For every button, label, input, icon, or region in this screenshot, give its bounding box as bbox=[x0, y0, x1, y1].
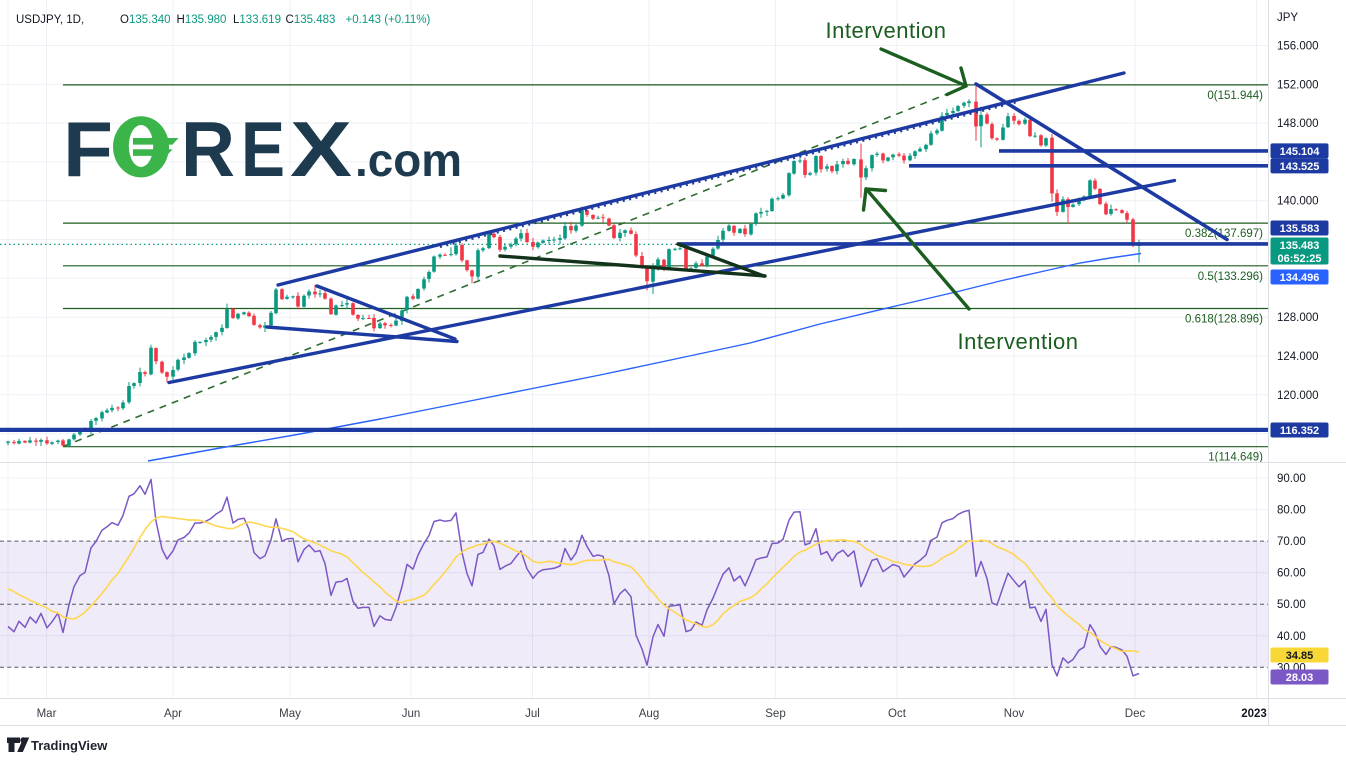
svg-text:E: E bbox=[241, 105, 285, 193]
svg-text:Intervention: Intervention bbox=[826, 18, 947, 43]
svg-text:70.00: 70.00 bbox=[1277, 536, 1306, 548]
svg-text:120.000: 120.000 bbox=[1277, 390, 1319, 402]
svg-text:Nov: Nov bbox=[1004, 708, 1025, 720]
svg-text:156.000: 156.000 bbox=[1277, 41, 1319, 53]
svg-text:152.000: 152.000 bbox=[1277, 79, 1319, 91]
svg-text:1(114.649): 1(114.649) bbox=[1208, 452, 1263, 464]
svg-text:2023: 2023 bbox=[1241, 708, 1267, 720]
svg-text:0.382(137.697): 0.382(137.697) bbox=[1185, 228, 1263, 240]
svg-text:135.483: 135.483 bbox=[1280, 240, 1320, 252]
svg-text:TradingView: TradingView bbox=[31, 738, 108, 753]
svg-text:R: R bbox=[181, 105, 235, 193]
svg-text:148.000: 148.000 bbox=[1277, 118, 1319, 130]
svg-text:145.104: 145.104 bbox=[1280, 146, 1321, 158]
svg-text:40.00: 40.00 bbox=[1277, 631, 1306, 643]
svg-text:60.00: 60.00 bbox=[1277, 568, 1306, 580]
svg-text:0.618(128.896): 0.618(128.896) bbox=[1185, 314, 1263, 326]
svg-text:Jul: Jul bbox=[525, 708, 540, 720]
svg-text:124.000: 124.000 bbox=[1277, 351, 1319, 363]
svg-text:.com: .com bbox=[355, 134, 462, 186]
svg-text:X: X bbox=[290, 105, 352, 193]
svg-text:+0.143 (+0.11%): +0.143 (+0.11%) bbox=[346, 14, 431, 26]
svg-text:Apr: Apr bbox=[164, 708, 182, 720]
svg-text:May: May bbox=[279, 708, 301, 720]
svg-text:Mar: Mar bbox=[37, 708, 57, 720]
svg-text:Intervention: Intervention bbox=[958, 329, 1079, 354]
svg-text:134.496: 134.496 bbox=[1280, 272, 1320, 284]
svg-text:USDJPY, 1D,: USDJPY, 1D, bbox=[16, 14, 84, 26]
svg-text:34.85: 34.85 bbox=[1286, 650, 1314, 662]
svg-text:Dec: Dec bbox=[1125, 708, 1146, 720]
svg-text:06:52:25: 06:52:25 bbox=[1277, 253, 1321, 265]
svg-text:JPY: JPY bbox=[1277, 12, 1298, 24]
svg-text:28.03: 28.03 bbox=[1286, 672, 1314, 684]
svg-text:135.583: 135.583 bbox=[1280, 223, 1320, 235]
svg-text:128.000: 128.000 bbox=[1277, 312, 1319, 324]
svg-text:143.525: 143.525 bbox=[1280, 161, 1320, 173]
svg-text:0(151.944): 0(151.944) bbox=[1207, 90, 1263, 102]
svg-text:50.00: 50.00 bbox=[1277, 599, 1306, 611]
svg-text:140.000: 140.000 bbox=[1277, 196, 1319, 208]
svg-text:Oct: Oct bbox=[888, 708, 907, 720]
svg-text:Sep: Sep bbox=[765, 708, 785, 720]
svg-text:O135.340: O135.340 bbox=[120, 14, 171, 26]
svg-text:Jun: Jun bbox=[402, 708, 421, 720]
svg-text:116.352: 116.352 bbox=[1280, 425, 1319, 437]
svg-text:L133.619: L133.619 bbox=[233, 14, 281, 26]
svg-text:90.00: 90.00 bbox=[1277, 473, 1306, 485]
svg-text:F: F bbox=[63, 105, 113, 193]
svg-text:C135.483: C135.483 bbox=[286, 14, 336, 26]
svg-text:Aug: Aug bbox=[639, 708, 659, 720]
svg-text:H135.980: H135.980 bbox=[177, 14, 227, 26]
svg-text:0.5(133.296): 0.5(133.296) bbox=[1198, 271, 1263, 283]
svg-text:80.00: 80.00 bbox=[1277, 505, 1306, 517]
